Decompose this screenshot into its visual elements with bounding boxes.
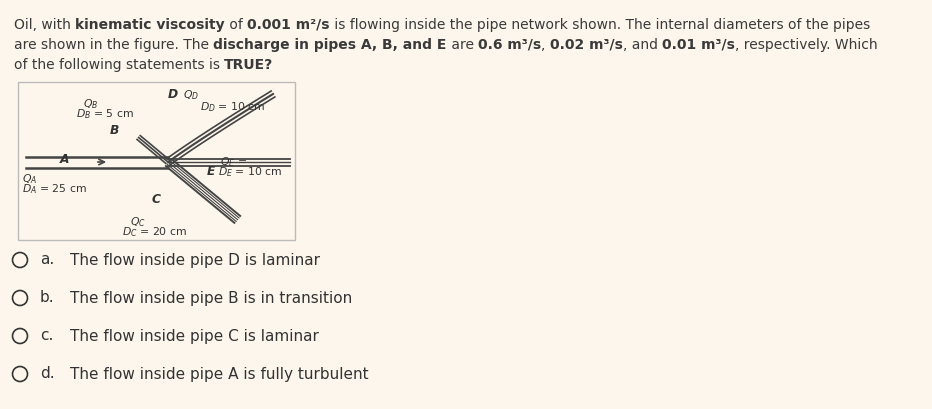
Text: , and: , and bbox=[623, 38, 663, 52]
Text: $Q_B$: $Q_B$ bbox=[83, 97, 98, 111]
Text: 0.6 m³/s: 0.6 m³/s bbox=[478, 38, 541, 52]
Text: $D_E$ = 10 cm: $D_E$ = 10 cm bbox=[218, 165, 282, 179]
Text: 0.001 m²/s: 0.001 m²/s bbox=[247, 18, 330, 32]
Text: are shown in the figure. The: are shown in the figure. The bbox=[14, 38, 213, 52]
Text: a.: a. bbox=[40, 252, 54, 267]
Text: $D_A$ = 25 cm: $D_A$ = 25 cm bbox=[22, 182, 87, 196]
Text: is flowing inside the pipe network shown. The internal diameters of the pipes: is flowing inside the pipe network shown… bbox=[330, 18, 870, 32]
Text: $Q_D$: $Q_D$ bbox=[183, 88, 199, 102]
Text: The flow inside pipe D is laminar: The flow inside pipe D is laminar bbox=[70, 252, 320, 267]
Text: of the following statements is: of the following statements is bbox=[14, 58, 225, 72]
Text: A: A bbox=[60, 153, 70, 166]
Text: $D_C$ = 20 cm: $D_C$ = 20 cm bbox=[122, 225, 187, 239]
Text: discharge in pipes A, B, and E: discharge in pipes A, B, and E bbox=[213, 38, 446, 52]
Text: are: are bbox=[446, 38, 478, 52]
Text: ,: , bbox=[541, 38, 550, 52]
Text: of: of bbox=[225, 18, 247, 32]
Text: kinematic viscosity: kinematic viscosity bbox=[75, 18, 225, 32]
Text: $D_B$ = 5 cm: $D_B$ = 5 cm bbox=[76, 107, 134, 121]
Text: $Q_E$ =: $Q_E$ = bbox=[220, 155, 247, 169]
Text: The flow inside pipe A is fully turbulent: The flow inside pipe A is fully turbulen… bbox=[70, 366, 369, 382]
Bar bbox=[18, 82, 295, 240]
Text: $Q_A$: $Q_A$ bbox=[22, 172, 37, 186]
Text: c.: c. bbox=[40, 328, 53, 344]
Text: 0.01 m³/s: 0.01 m³/s bbox=[663, 38, 735, 52]
Text: The flow inside pipe B is in transition: The flow inside pipe B is in transition bbox=[70, 290, 352, 306]
Text: Oil, with: Oil, with bbox=[14, 18, 75, 32]
Text: B: B bbox=[110, 124, 119, 137]
Text: d.: d. bbox=[40, 366, 55, 382]
Text: $D_D$ = 10 cm: $D_D$ = 10 cm bbox=[200, 100, 266, 114]
Text: C: C bbox=[152, 193, 161, 206]
Text: E: E bbox=[207, 165, 215, 178]
Text: The flow inside pipe C is laminar: The flow inside pipe C is laminar bbox=[70, 328, 319, 344]
Text: 0.02 m³/s: 0.02 m³/s bbox=[550, 38, 623, 52]
Text: $Q_C$: $Q_C$ bbox=[130, 215, 145, 229]
Text: TRUE?: TRUE? bbox=[225, 58, 274, 72]
Text: D: D bbox=[168, 88, 178, 101]
Text: , respectively. Which: , respectively. Which bbox=[735, 38, 878, 52]
Text: b.: b. bbox=[40, 290, 55, 306]
